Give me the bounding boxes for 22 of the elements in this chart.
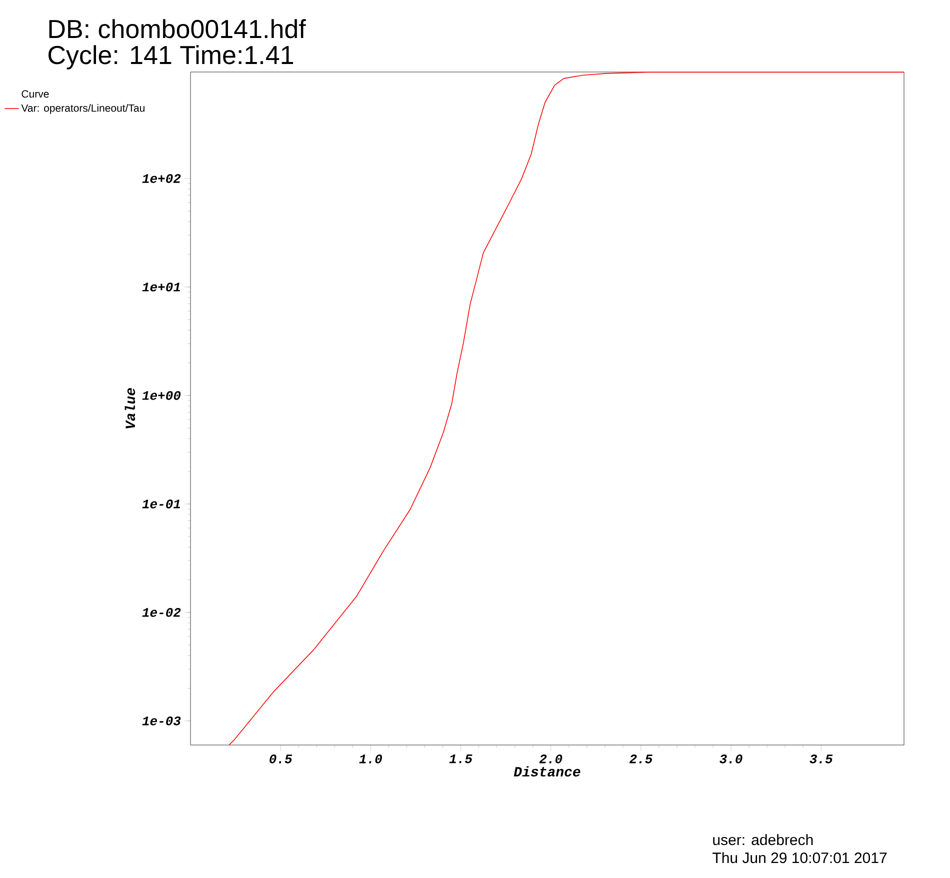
legend-title: Curve: [22, 90, 49, 98]
y-axis-title: Value: [124, 388, 136, 428]
text: Thu Jun 29 10:07:01 2017: [712, 852, 887, 864]
line-series: [228, 72, 904, 745]
y-tick-label: 1e-03: [142, 716, 181, 726]
x-tick-label: 3.5: [810, 754, 833, 764]
text: user: adebrech: [713, 834, 813, 846]
chart-subtitle: Cycle: 141 Time:1.41: [48, 45, 294, 70]
x-tick-label: 2.0: [539, 754, 562, 764]
x-tick-label: 0.5: [270, 754, 292, 764]
x-axis-title: Distance: [514, 766, 580, 777]
x-tick-label: 2.5: [629, 754, 652, 764]
y-tick-label: 1e+01: [142, 282, 180, 292]
x-tick-label: 1.0: [359, 754, 382, 764]
legend-label: Var: operators/Lineout/Tau: [21, 104, 144, 114]
y-tick-label: 1e+02: [142, 174, 181, 183]
x-tick-label: 3.0: [720, 754, 742, 764]
y-tick-label: 1e-02: [142, 608, 181, 617]
y-tick-label: 1e+00: [142, 391, 181, 400]
x-tick-label: 1.5: [449, 754, 472, 764]
chart-title: DB: chombo00141.hdf: [49, 19, 306, 38]
y-tick-label: 1e-01: [142, 500, 180, 508]
